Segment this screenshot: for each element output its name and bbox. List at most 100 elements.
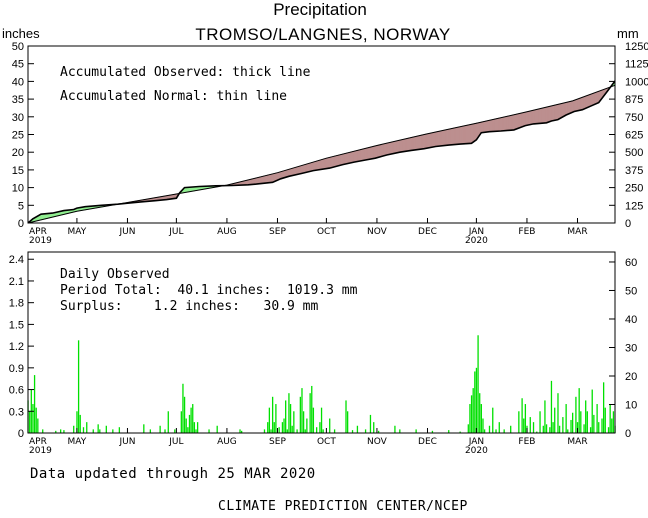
- daily-bar-29: [180, 411, 182, 433]
- daily-ytick-label-left-8: 2.4: [9, 254, 24, 266]
- daily-bar-22: [118, 427, 121, 433]
- daily-bar-24: [149, 429, 151, 433]
- daily-ytick-label-left-0: 0: [18, 428, 24, 440]
- daily-bar-58: [291, 425, 293, 433]
- daily-bar-74: [333, 429, 336, 433]
- daily-bar-115: [542, 425, 544, 433]
- daily-bar-8: [55, 430, 57, 433]
- accumulated-xtick-label-0: APR: [29, 227, 47, 237]
- daily-bar-14: [79, 414, 81, 433]
- daily-bar-12: [76, 411, 78, 433]
- daily-bars: [27, 335, 616, 433]
- daily-bar-61: [299, 396, 302, 433]
- accumulated-panel: 0510152025303540455001252503755006257508…: [2, 26, 648, 246]
- accumulated-ytick-label-right-2: 250: [625, 183, 643, 195]
- daily-year-label-1: 2020: [465, 446, 488, 456]
- daily-bar-72: [322, 429, 324, 433]
- daily-bar-136: [589, 427, 592, 433]
- accumulated-ytick-label-right-9: 1125: [625, 59, 648, 71]
- accumulated-xtick-label-9: JAN: [468, 227, 484, 237]
- daily-bar-120: [552, 422, 554, 433]
- daily-bar-80: [369, 414, 372, 433]
- daily-bar-34: [188, 414, 191, 433]
- daily-bar-146: [611, 418, 613, 433]
- daily-bar-15: [82, 427, 85, 433]
- daily-ytick-label-right-1: 10: [625, 399, 637, 411]
- daily-bar-99: [483, 429, 486, 433]
- daily-bar-50: [275, 404, 277, 433]
- accumulated-ytick-label-right-5: 625: [625, 130, 643, 142]
- daily-bar-1: [29, 411, 31, 433]
- accumulated-xtick-label-11: MAR: [567, 227, 587, 237]
- daily-bar-42: [239, 429, 241, 433]
- daily-bar-132: [580, 411, 582, 433]
- daily-bar-127: [570, 419, 572, 433]
- accumulated-ytick-label-left-2: 10: [12, 183, 24, 195]
- daily-bar-21: [112, 429, 114, 433]
- credit-text: CLIMATE PREDICTION CENTER/NCEP: [218, 499, 468, 514]
- daily-bar-73: [329, 418, 331, 433]
- daily-bar-63: [302, 411, 305, 433]
- accumulated-xtick-label-1: MAY: [68, 227, 87, 237]
- daily-bar-91: [470, 395, 473, 433]
- daily-bar-145: [609, 404, 611, 433]
- daily-bar-78: [356, 425, 359, 433]
- daily-bar-19: [99, 429, 101, 433]
- daily-bar-95: [477, 335, 479, 433]
- daily-ytick-label-left-4: 1.2: [9, 341, 24, 353]
- chart-title: Precipitation: [273, 0, 367, 19]
- chart-subtitle: TROMSO/LANGNES, NORWAY: [195, 25, 450, 44]
- daily-bar-38: [195, 429, 197, 433]
- daily-bar-106: [518, 411, 520, 433]
- daily-bar-97: [480, 404, 482, 433]
- daily-bar-71: [320, 407, 323, 433]
- daily-ytick-label-left-1: 0.3: [9, 406, 24, 418]
- daily-bar-67: [311, 385, 313, 433]
- daily-xtick-label-8: DEC: [418, 437, 437, 447]
- daily-bar-109: [524, 404, 527, 433]
- daily-bar-13: [77, 340, 80, 433]
- daily-bar-75: [345, 400, 347, 433]
- daily-plot-frame: [27, 251, 616, 434]
- daily-bar-46: [268, 407, 271, 433]
- daily-bar-36: [192, 404, 194, 433]
- daily-ytick-label-right-2: 20: [625, 371, 637, 383]
- daily-bar-33: [187, 427, 189, 433]
- daily-bar-20: [105, 425, 107, 433]
- daily-bar-103: [498, 422, 500, 433]
- daily-bar-89: [467, 424, 469, 433]
- accumulated-normal-note: Accumulated Normal: thin line: [60, 89, 287, 104]
- daily-bar-135: [586, 411, 588, 433]
- accumulated-xtick-label-7: NOV: [367, 227, 388, 237]
- daily-bar-49: [273, 422, 275, 433]
- daily-axes: 0 0.3 0.6 0.9 1.2 1.5 1.8 2.1 2.4 0 10 20 30 40 50 60 AP…: [9, 254, 638, 456]
- daily-ytick-label-left-6: 1.8: [9, 298, 24, 310]
- daily-ytick-label-right-0: 0: [625, 428, 631, 440]
- daily-bar-130: [576, 422, 579, 433]
- daily-xtick-label-2: JUN: [118, 437, 135, 447]
- accumulated-ytick-label-right-3: 375: [625, 165, 643, 177]
- daily-bar-55: [286, 429, 288, 433]
- accumulated-ytick-label-right-4: 500: [625, 147, 643, 159]
- daily-bar-56: [288, 393, 290, 433]
- daily-bar-23: [143, 424, 145, 433]
- daily-bar-111: [529, 417, 531, 433]
- daily-bar-28: [174, 429, 176, 433]
- daily-bar-107: [521, 398, 523, 433]
- accumulated-ytick-label-left-3: 15: [12, 165, 24, 177]
- accumulated-xtick-label-6: OCT: [317, 227, 336, 237]
- daily-bar-32: [185, 418, 187, 433]
- daily-bar-133: [583, 424, 585, 433]
- daily-xtick-label-0: APR: [29, 437, 47, 447]
- accumulated-xtick-label-4: AUG: [217, 227, 237, 237]
- daily-bar-122: [557, 393, 559, 433]
- daily-bar-117: [545, 424, 548, 433]
- accumulated-ytick-label-right-0: 0: [625, 218, 631, 230]
- daily-xtick-label-10: FEB: [518, 437, 535, 447]
- daily-bar-102: [495, 429, 497, 433]
- daily-bar-96: [479, 393, 481, 433]
- daily-bar-6: [37, 418, 39, 433]
- daily-bar-70: [319, 422, 321, 433]
- daily-bar-77: [351, 430, 354, 433]
